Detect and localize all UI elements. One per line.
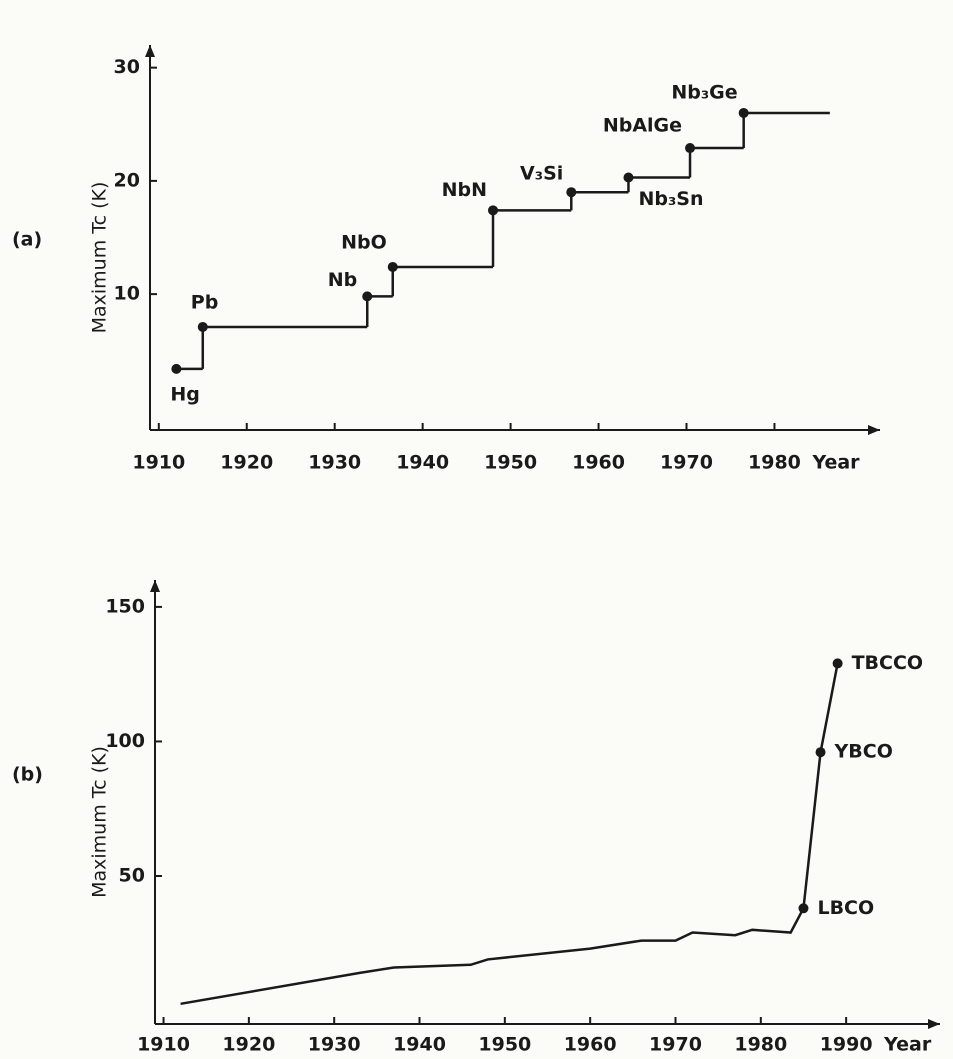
- x-tick-label: 1960: [564, 1034, 617, 1056]
- panel-label: (b): [12, 764, 43, 786]
- point-marker: [815, 747, 826, 758]
- x-tick-label: 1960: [572, 452, 625, 474]
- point-label: LBCO: [817, 897, 874, 919]
- x-tick-label: 1930: [308, 1034, 361, 1056]
- point-marker: [832, 658, 843, 669]
- point-marker: [171, 363, 182, 374]
- point-label: Nb: [328, 269, 358, 291]
- x-axis-label: Year: [811, 452, 860, 474]
- point-label: YBCO: [834, 741, 893, 763]
- series-line: [180, 663, 839, 1006]
- x-tick-label: 1970: [649, 1034, 702, 1056]
- point-marker: [566, 187, 577, 198]
- x-tick-label: 1940: [393, 1034, 446, 1056]
- x-axis-arrow: [928, 1019, 940, 1029]
- point-marker: [685, 143, 696, 154]
- y-axis-arrow: [150, 580, 160, 592]
- x-tick-label: 1940: [396, 452, 449, 474]
- y-tick-label: 10: [114, 283, 140, 305]
- point-marker: [197, 321, 208, 332]
- y-tick-label: 50: [119, 865, 145, 887]
- y-tick-label: 150: [105, 595, 145, 617]
- panel-label: (a): [12, 229, 42, 251]
- point-label: Hg: [170, 383, 200, 405]
- x-tick-label: 1920: [220, 452, 273, 474]
- y-axis-label: Maximum Tc (K): [89, 746, 111, 898]
- point-label: Pb: [191, 291, 219, 313]
- y-tick-label: 20: [114, 169, 140, 191]
- point-label: NbO: [341, 231, 387, 253]
- point-label: TBCCO: [852, 652, 923, 674]
- point-marker: [798, 903, 809, 914]
- x-tick-label: 1910: [137, 1034, 190, 1056]
- x-tick-label: 1910: [132, 452, 185, 474]
- point-label: NbN: [442, 179, 487, 201]
- x-tick-label: 1950: [478, 1034, 531, 1056]
- x-tick-label: 1980: [734, 1034, 787, 1056]
- y-tick-label: 30: [114, 56, 140, 78]
- x-tick-label: 1990: [820, 1034, 873, 1056]
- y-axis-arrow: [145, 45, 155, 57]
- y-axis-label: Maximum Tc (K): [89, 182, 111, 334]
- x-tick-label: 1920: [222, 1034, 275, 1056]
- point-label: NbAlGe: [603, 115, 682, 137]
- point-label: Nb₃Sn: [638, 188, 703, 210]
- x-tick-label: 1980: [748, 452, 801, 474]
- point-marker: [387, 261, 398, 272]
- point-marker: [738, 107, 749, 118]
- x-axis-arrow: [868, 425, 880, 435]
- point-marker: [488, 205, 499, 216]
- point-label: Nb₃Ge: [671, 81, 737, 103]
- y-tick-label: 100: [105, 730, 145, 752]
- x-tick-label: 1950: [484, 452, 537, 474]
- point-marker: [362, 291, 373, 302]
- point-marker: [623, 172, 634, 183]
- point-label: V₃Si: [520, 163, 563, 185]
- x-tick-label: 1970: [660, 452, 713, 474]
- x-tick-label: 1930: [308, 452, 361, 474]
- x-axis-label: Year: [883, 1034, 932, 1056]
